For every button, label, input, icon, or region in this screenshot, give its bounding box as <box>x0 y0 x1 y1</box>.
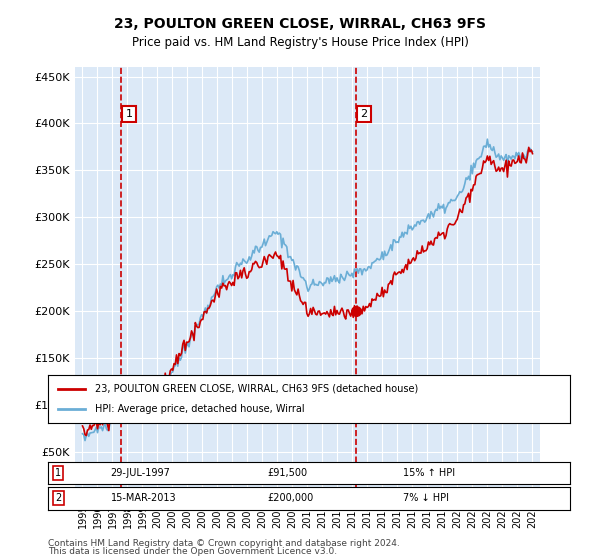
Text: 23, POULTON GREEN CLOSE, WIRRAL, CH63 9FS: 23, POULTON GREEN CLOSE, WIRRAL, CH63 9F… <box>114 17 486 31</box>
Text: £91,500: £91,500 <box>267 468 307 478</box>
Text: £200,000: £200,000 <box>267 493 313 503</box>
Text: 23, POULTON GREEN CLOSE, WIRRAL, CH63 9FS (detached house): 23, POULTON GREEN CLOSE, WIRRAL, CH63 9F… <box>95 384 418 394</box>
Text: 15% ↑ HPI: 15% ↑ HPI <box>403 468 455 478</box>
Text: 2: 2 <box>55 493 62 503</box>
Text: 1: 1 <box>55 468 62 478</box>
Text: HPI: Average price, detached house, Wirral: HPI: Average price, detached house, Wirr… <box>95 404 305 414</box>
Text: 29-JUL-1997: 29-JUL-1997 <box>110 468 170 478</box>
Text: Price paid vs. HM Land Registry's House Price Index (HPI): Price paid vs. HM Land Registry's House … <box>131 36 469 49</box>
Text: 1: 1 <box>125 109 133 119</box>
Text: This data is licensed under the Open Government Licence v3.0.: This data is licensed under the Open Gov… <box>48 548 337 557</box>
Text: 15-MAR-2013: 15-MAR-2013 <box>110 493 176 503</box>
Text: 7% ↓ HPI: 7% ↓ HPI <box>403 493 449 503</box>
Text: Contains HM Land Registry data © Crown copyright and database right 2024.: Contains HM Land Registry data © Crown c… <box>48 539 400 548</box>
Text: 2: 2 <box>360 109 367 119</box>
